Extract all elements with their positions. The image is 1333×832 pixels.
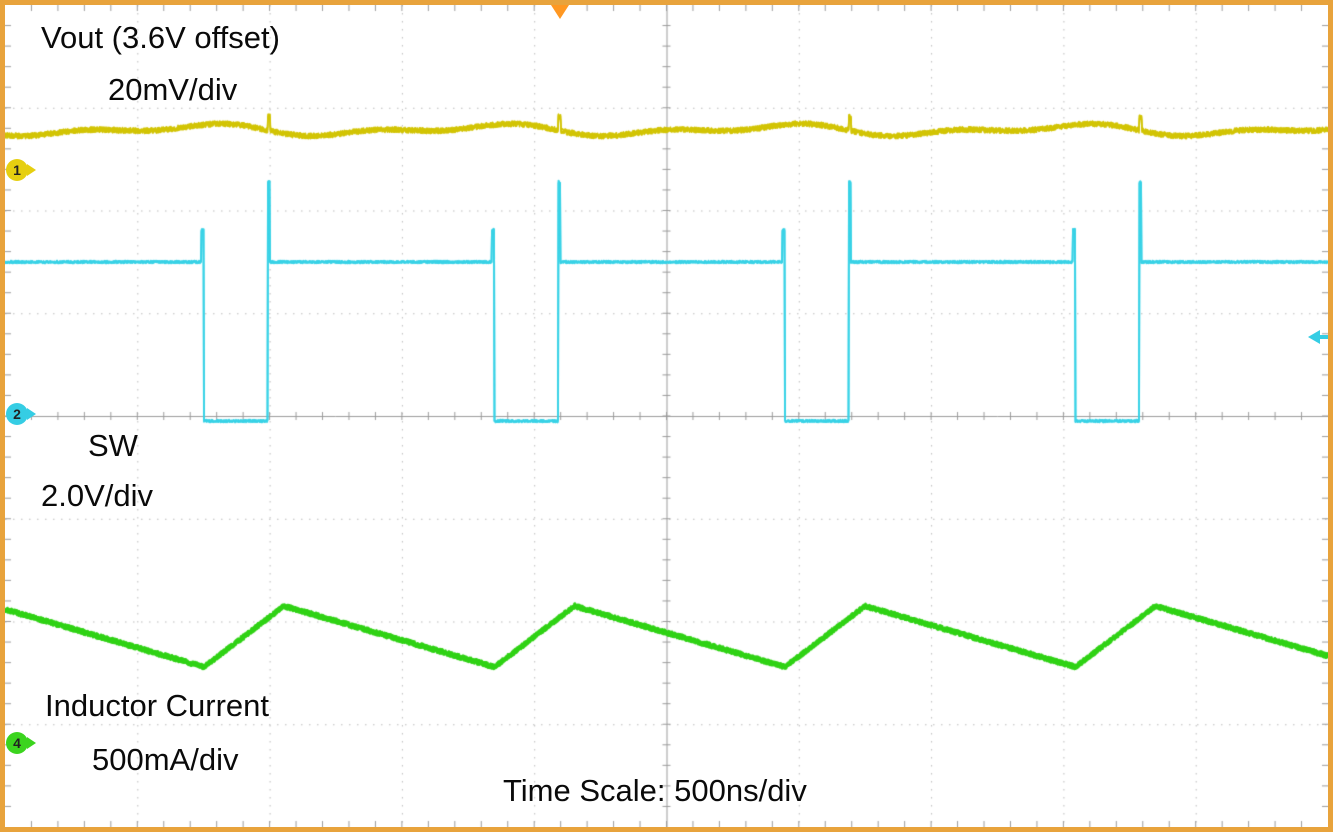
trigger-position-marker-icon [551,5,569,19]
channel-1-number: 1 [13,162,21,178]
trigger-level-arrow-icon [1308,330,1328,344]
trigger-level-triangle-icon [1308,330,1320,344]
ch2-scale-label: 2.0V/div [41,478,154,513]
ch1-scale-label: 20mV/div [108,72,238,107]
ch4-scale-label: 500mA/div [92,742,239,777]
channel-4-number: 4 [13,735,21,751]
channel-4-arrow-icon [27,737,36,749]
ch4-name-label: Inductor Current [45,688,269,723]
channel-1-marker: 1 [6,159,36,181]
ch1-name-label: Vout (3.6V offset) [41,20,280,55]
channel-1-arrow-icon [27,164,36,176]
time-scale-label: Time Scale: 500ns/div [503,773,807,808]
channel-2-arrow-icon [27,408,36,420]
channel-2-marker: 2 [6,403,36,425]
channel-2-number: 2 [13,406,21,422]
scope-canvas [5,5,1328,827]
trigger-level-tail [1319,335,1328,339]
ch2-name-label: SW [88,428,138,463]
channel-4-marker: 4 [6,732,36,754]
